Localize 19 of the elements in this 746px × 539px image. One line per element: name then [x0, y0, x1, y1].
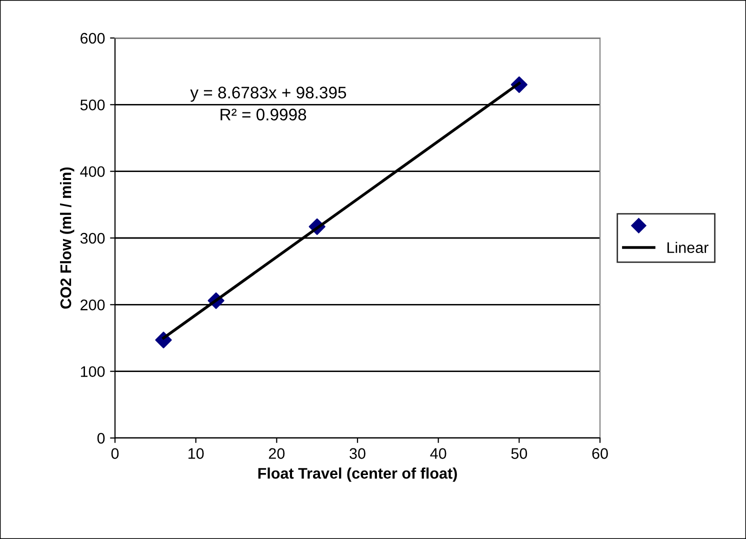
- y-tick-label: 500: [80, 100, 105, 110]
- annotation: R² = 0.9998: [220, 108, 306, 120]
- x-axis-title: Float Travel (center of float): [258, 468, 457, 482]
- legend-label: Linear: [667, 242, 708, 254]
- y-tick-label: 100: [80, 366, 105, 378]
- y-tick-label: 400: [80, 166, 105, 178]
- y-tick-label: 0: [97, 432, 105, 444]
- y-tick-label: 300: [80, 232, 105, 244]
- y-tick-label: 600: [80, 32, 105, 44]
- x-tick-label: 40: [430, 448, 446, 459]
- x-tick-label: 30: [350, 448, 366, 459]
- annotation: y = 8.6783x + 98.395: [190, 86, 346, 102]
- x-tick-label: 60: [592, 448, 608, 459]
- y-axis-title: CO2 Flow (ml / min): [60, 167, 74, 309]
- x-tick-label: 20: [268, 448, 285, 459]
- x-tick-label: 50: [511, 448, 528, 459]
- x-tick-label: 0: [111, 448, 119, 459]
- y-tick-label: 200: [80, 300, 105, 310]
- x-tick-label: 10: [188, 448, 204, 459]
